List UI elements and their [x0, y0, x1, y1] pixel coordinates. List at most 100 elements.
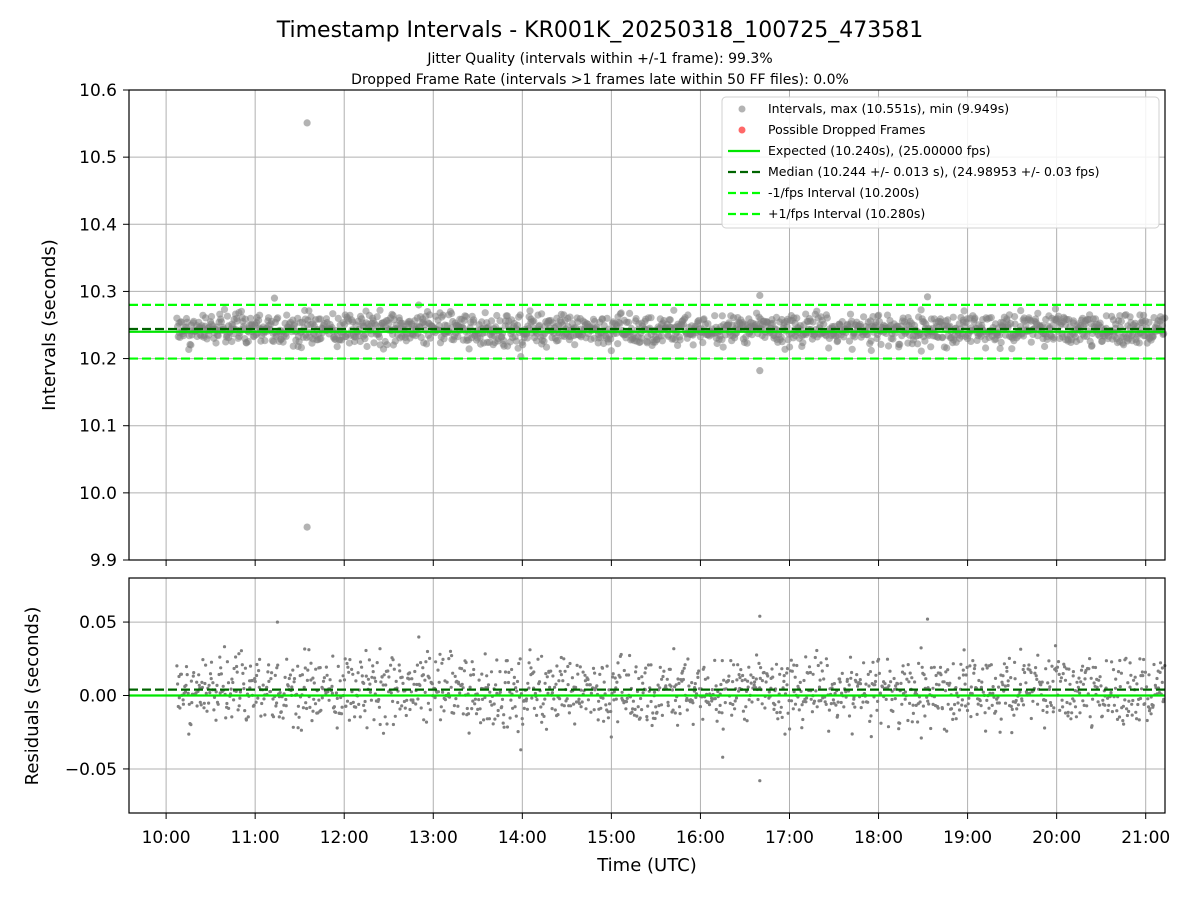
residual-point	[292, 677, 297, 681]
interval-point	[317, 334, 325, 343]
residual-point	[729, 659, 733, 663]
residual-point	[1117, 715, 1122, 719]
residual-point	[498, 690, 502, 694]
residual-point	[1009, 676, 1013, 680]
residual-point	[627, 673, 631, 677]
residual-point	[1135, 682, 1139, 686]
residual-point	[373, 676, 377, 680]
residual-point	[403, 706, 407, 710]
residual-point	[1043, 726, 1047, 730]
residual-point	[789, 658, 793, 662]
residual-point	[815, 648, 819, 653]
residual-point	[1035, 677, 1039, 682]
residual-point	[559, 673, 564, 677]
residual-point	[897, 727, 901, 731]
residual-point	[544, 727, 549, 731]
residual-point	[270, 671, 274, 675]
residual-point	[658, 686, 662, 690]
interval-point	[496, 317, 504, 325]
interval-point	[372, 321, 380, 329]
interval-point	[1088, 341, 1096, 350]
interval-point	[363, 342, 371, 351]
residual-point	[914, 690, 918, 694]
residual-point	[179, 672, 183, 676]
residual-point	[577, 697, 581, 701]
residual-point	[997, 685, 1001, 689]
residual-point	[1034, 666, 1038, 670]
residual-point	[218, 655, 222, 659]
residual-point	[276, 663, 280, 667]
residual-point	[609, 735, 613, 739]
residual-point	[375, 661, 379, 665]
residual-point	[177, 696, 181, 700]
residual-point	[661, 674, 665, 679]
interval-point	[813, 307, 821, 315]
residual-point	[1060, 698, 1064, 702]
interval-point	[417, 333, 425, 341]
residual-point	[732, 663, 736, 667]
residual-point	[745, 719, 749, 723]
residual-point	[1138, 696, 1143, 701]
residual-point	[235, 664, 239, 669]
residual-point	[335, 726, 339, 730]
residual-point	[392, 667, 396, 671]
residual-point	[187, 702, 191, 706]
residual-point	[963, 704, 968, 708]
interval-point	[439, 311, 447, 319]
residual-point	[924, 677, 928, 681]
residual-point	[347, 718, 351, 722]
residual-point	[225, 701, 229, 706]
residual-point	[1021, 703, 1026, 707]
residual-point	[861, 700, 865, 704]
residual-point	[256, 696, 260, 700]
residual-point	[624, 700, 629, 704]
residual-point	[805, 696, 809, 700]
residual-point	[873, 683, 877, 687]
residual-point	[553, 685, 557, 689]
interval-point	[220, 305, 229, 313]
interval-point	[617, 309, 625, 317]
residual-point	[591, 666, 596, 671]
residual-point	[972, 671, 976, 675]
residual-point	[1021, 667, 1025, 672]
interval-point	[187, 341, 195, 349]
residuals-reference-lines	[129, 688, 1165, 697]
intervals-panel: 9.9 10.0 10.1 10.2 10.3 10.4 10.5 10.6 Interval…	[39, 81, 1169, 571]
residual-point	[464, 660, 468, 665]
residual-point	[738, 676, 742, 680]
residual-point	[341, 674, 345, 678]
residual-point	[211, 681, 215, 685]
residual-point	[242, 687, 246, 691]
residual-point	[696, 675, 700, 680]
residual-point	[321, 679, 326, 683]
residual-point	[338, 679, 342, 683]
residual-point	[731, 680, 735, 684]
residual-point	[304, 701, 308, 705]
residual-point	[505, 725, 510, 729]
residual-point	[864, 682, 868, 686]
residual-point	[544, 672, 548, 676]
residual-point	[354, 705, 358, 709]
interval-point	[971, 314, 979, 322]
residual-point	[419, 706, 423, 710]
residual-point	[942, 680, 946, 684]
residual-point	[1125, 713, 1129, 718]
residual-point	[1009, 704, 1013, 709]
residual-point	[649, 663, 653, 667]
residual-point	[793, 675, 797, 679]
residual-point	[313, 702, 318, 706]
residual-point	[1065, 700, 1069, 705]
residual-point	[330, 691, 334, 696]
residual-point	[296, 704, 300, 708]
residual-point	[241, 671, 245, 676]
residual-point	[266, 670, 270, 674]
residual-point	[932, 665, 936, 669]
residual-point	[949, 707, 954, 711]
residual-point	[503, 670, 508, 674]
residual-point	[207, 701, 211, 705]
residual-point	[1067, 667, 1071, 671]
interval-point	[607, 335, 615, 343]
residual-point	[1132, 678, 1136, 682]
residual-point	[246, 715, 250, 719]
interval-point	[370, 339, 378, 347]
